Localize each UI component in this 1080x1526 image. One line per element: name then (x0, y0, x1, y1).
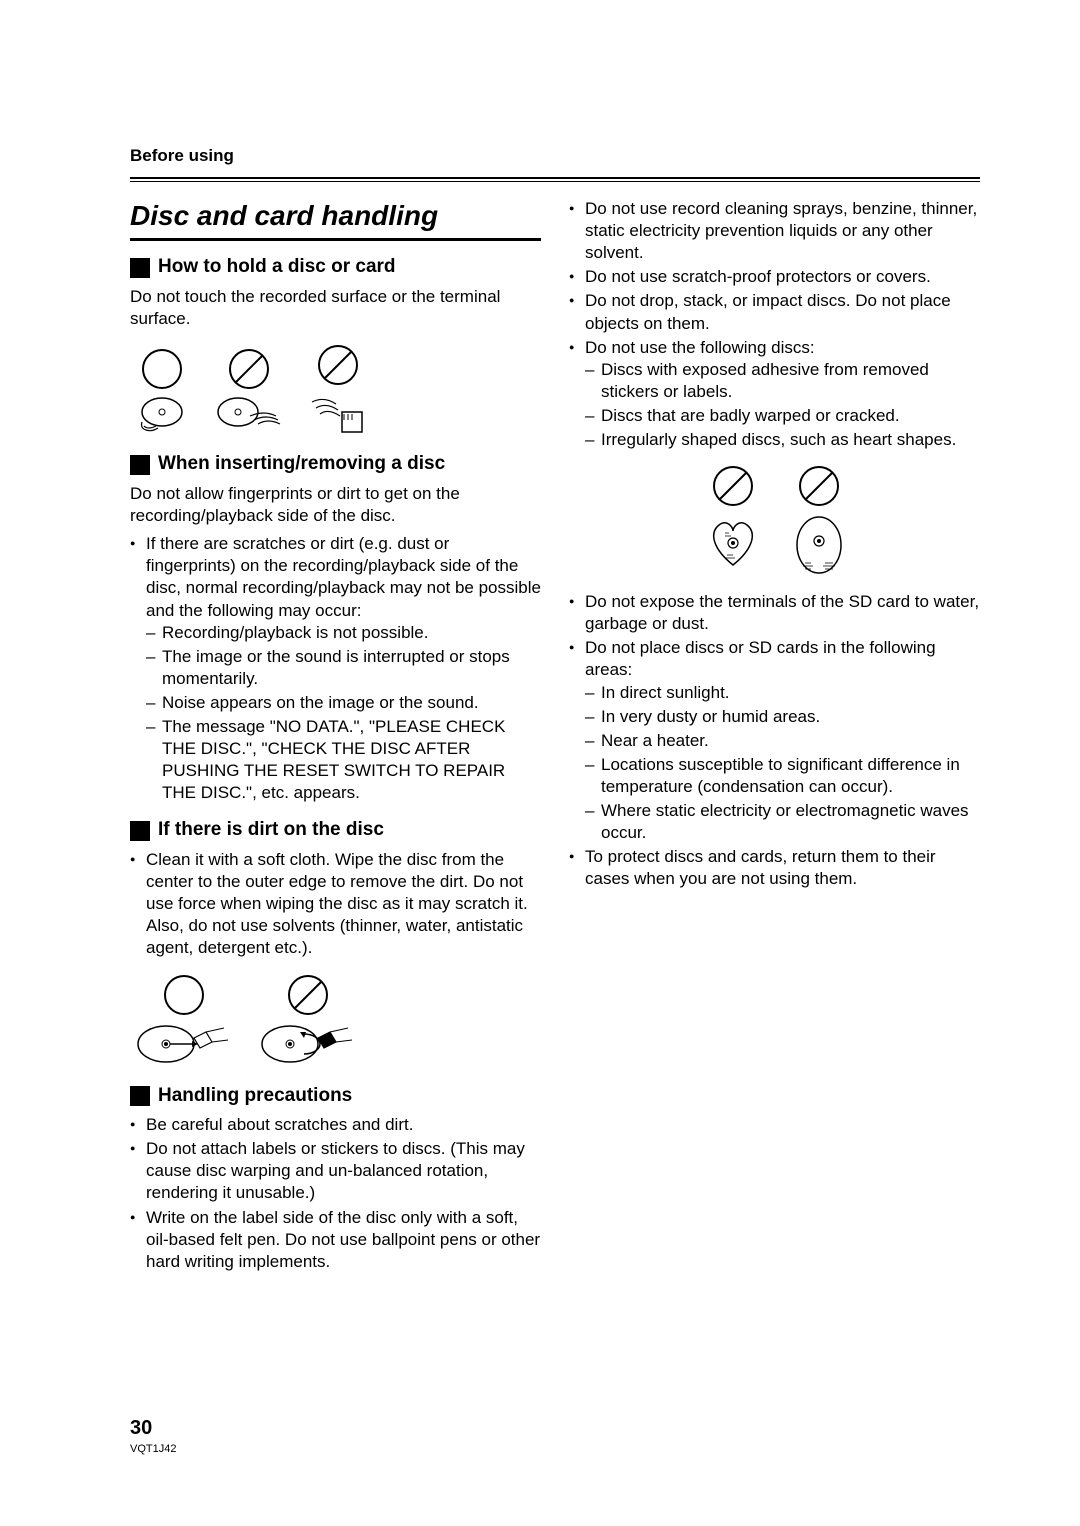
bullet-item: Do not expose the terminals of the SD ca… (569, 591, 980, 635)
dash-item: The image or the sound is interrupted or… (146, 646, 541, 690)
bullet-item: Write on the label side of the disc only… (130, 1207, 541, 1273)
ok-hold-icon (134, 348, 190, 434)
bullet-item: Do not use record cleaning sprays, benzi… (569, 198, 980, 264)
dash-item: Near a heater. (585, 730, 980, 752)
bullet-item: Do not use the following discs: Discs wi… (569, 337, 980, 451)
bullet-item: Do not drop, stack, or impact discs. Do … (569, 290, 980, 334)
divider (130, 177, 980, 182)
no-warped-disc-icon (791, 465, 847, 577)
bullet-item: Do not place discs or SD cards in the fo… (569, 637, 980, 844)
dash-item: The message "NO DATA.", "PLEASE CHECK TH… (146, 716, 541, 804)
left-column: Disc and card handling How to hold a dis… (130, 198, 541, 1279)
bullet-text: Do not use the following discs: (585, 338, 815, 357)
dash-item: Discs that are badly warped or cracked. (585, 405, 980, 427)
ok-wipe-icon (134, 974, 234, 1066)
heading-text: Handling precautions (158, 1084, 352, 1109)
heading-handling: Handling precautions (130, 1084, 541, 1109)
hold-illustrations (134, 344, 541, 434)
page-content: Before using Disc and card handling How … (0, 0, 1080, 1279)
disc-type-dashes: Discs with exposed adhesive from removed… (585, 359, 980, 451)
insert-bullets: If there are scratches or dirt (e.g. dus… (130, 533, 541, 804)
insert-dashes: Recording/playback is not possible. The … (146, 622, 541, 805)
insert-text: Do not allow fingerprints or dirt to get… (130, 483, 541, 527)
heading-hold: How to hold a disc or card (130, 255, 541, 280)
bullet-item: Do not attach labels or stickers to disc… (130, 1138, 541, 1204)
handling-bullets-left: Be careful about scratches and dirt. Do … (130, 1114, 541, 1273)
two-column-layout: Disc and card handling How to hold a dis… (130, 198, 980, 1279)
heading-text: If there is dirt on the disc (158, 818, 384, 843)
section-label: Before using (130, 145, 980, 167)
dash-item: Noise appears on the image or the sound. (146, 692, 541, 714)
bad-disc-illustrations (569, 465, 980, 577)
heading-text: When inserting/removing a disc (158, 452, 445, 477)
dash-item: Irregularly shaped discs, such as heart … (585, 429, 980, 451)
bullet-item: If there are scratches or dirt (e.g. dus… (130, 533, 541, 804)
no-heart-disc-icon (703, 465, 763, 577)
dash-item: Locations susceptible to significant dif… (585, 754, 980, 798)
no-wipe-circular-icon (258, 974, 358, 1066)
dash-item: In very dusty or humid areas. (585, 706, 980, 728)
bullet-item: Be careful about scratches and dirt. (130, 1114, 541, 1136)
dirt-bullets: Clean it with a soft cloth. Wipe the dis… (130, 849, 541, 959)
dash-item: Recording/playback is not possible. (146, 622, 541, 644)
handling-bullets-right-2: Do not expose the terminals of the SD ca… (569, 591, 980, 890)
wipe-illustrations (134, 974, 541, 1066)
area-dashes: In direct sunlight. In very dusty or hum… (585, 682, 980, 845)
heading-text: How to hold a disc or card (158, 255, 396, 280)
dash-item: Discs with exposed adhesive from removed… (585, 359, 980, 403)
handling-bullets-right: Do not use record cleaning sprays, benzi… (569, 198, 980, 451)
heading-dirt: If there is dirt on the disc (130, 818, 541, 843)
no-touch-card-icon (308, 344, 368, 434)
bullet-item: Do not use scratch-proof protectors or c… (569, 266, 980, 288)
no-touch-disc-icon (214, 348, 284, 434)
page-title: Disc and card handling (130, 198, 541, 241)
bullet-text: Do not place discs or SD cards in the fo… (585, 638, 936, 679)
bullet-item: Clean it with a soft cloth. Wipe the dis… (130, 849, 541, 959)
document-id: VQT1J42 (130, 1442, 176, 1456)
heading-insert: When inserting/removing a disc (130, 452, 541, 477)
hold-text: Do not touch the recorded surface or the… (130, 286, 541, 330)
dash-item: In direct sunlight. (585, 682, 980, 704)
bullet-text: If there are scratches or dirt (e.g. dus… (146, 534, 541, 619)
right-column: Do not use record cleaning sprays, benzi… (569, 198, 980, 1279)
dash-item: Where static electricity or electromagne… (585, 800, 980, 844)
bullet-item: To protect discs and cards, return them … (569, 846, 980, 890)
page-number: 30 (130, 1415, 152, 1441)
